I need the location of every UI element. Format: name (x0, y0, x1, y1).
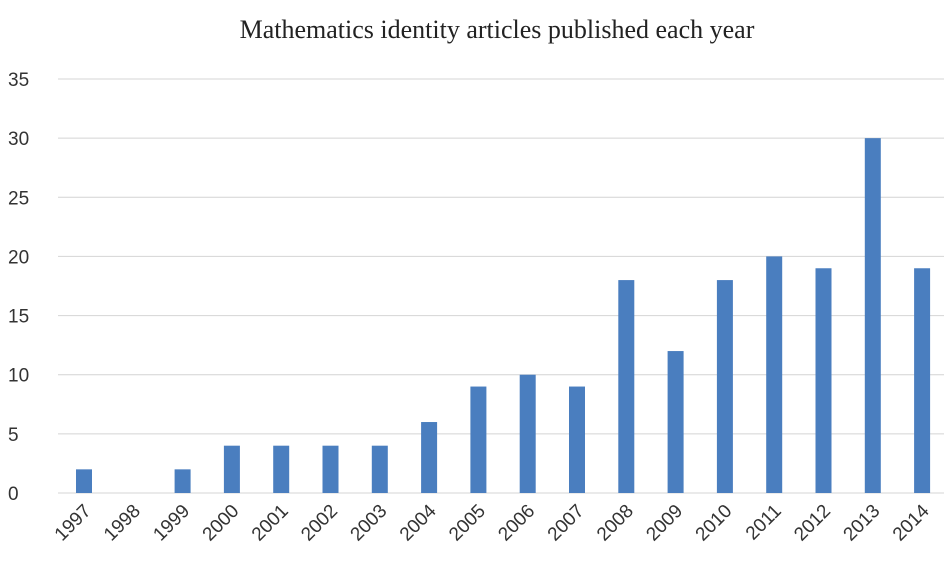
bar-2014 (914, 268, 931, 493)
gridlines (58, 78, 944, 494)
y-tick-label: 10 (8, 366, 29, 387)
bars (76, 138, 931, 493)
bar-1999 (174, 469, 191, 493)
bar-1997 (76, 469, 92, 493)
bar-2010 (716, 280, 733, 493)
y-tick-label: 30 (8, 129, 29, 150)
x-tick-label: 1998 (100, 501, 145, 546)
x-tick-label: 2006 (494, 501, 539, 546)
x-tick-label: 2007 (544, 501, 589, 546)
x-tick-label: 2009 (642, 501, 687, 546)
bar-2001 (273, 445, 290, 493)
bar-2002 (322, 445, 339, 493)
bar-2003 (371, 445, 388, 493)
y-tick-label: 20 (8, 247, 29, 268)
x-tick-label: 2008 (593, 501, 638, 546)
x-tick-label: 1999 (149, 501, 194, 546)
y-tick-label: 25 (8, 188, 29, 209)
y-tick-label: 5 (8, 425, 19, 446)
y-axis-ticks: 0 5 10 15 20 25 30 35 (8, 70, 29, 505)
bar-2006 (519, 374, 536, 493)
x-tick-label: 2010 (692, 501, 737, 546)
x-tick-label: 2001 (248, 501, 293, 546)
x-tick-label: 2005 (445, 501, 490, 546)
bar-2004 (421, 422, 438, 493)
bar-2005 (470, 386, 487, 493)
x-tick-label: 2012 (790, 501, 835, 546)
y-tick-label: 35 (8, 70, 29, 91)
bar-2009 (667, 351, 684, 493)
x-tick-label: 2000 (199, 501, 244, 546)
y-tick-label: 15 (8, 307, 29, 328)
bar-2013 (864, 138, 881, 493)
bar-2011 (766, 256, 783, 493)
bar-2008 (618, 280, 635, 493)
x-tick-label: 2011 (742, 501, 786, 545)
bar-2012 (815, 268, 832, 493)
bar-2000 (223, 445, 240, 493)
x-tick-label: 2013 (840, 501, 885, 546)
x-tick-label: 2003 (347, 501, 392, 546)
x-tick-label: 2002 (297, 501, 342, 546)
bar-2007 (569, 386, 585, 493)
x-tick-label: 2004 (396, 500, 441, 545)
x-axis-ticks: 1997 1998 1999 2000 2001 2002 2003 2004 2005 2006… (51, 500, 934, 545)
y-tick-label: 0 (8, 484, 19, 505)
x-tick-label: 2014 (889, 500, 934, 545)
x-tick-label: 1997 (51, 501, 96, 546)
chart-title: Mathematics identity articles published … (240, 15, 755, 44)
